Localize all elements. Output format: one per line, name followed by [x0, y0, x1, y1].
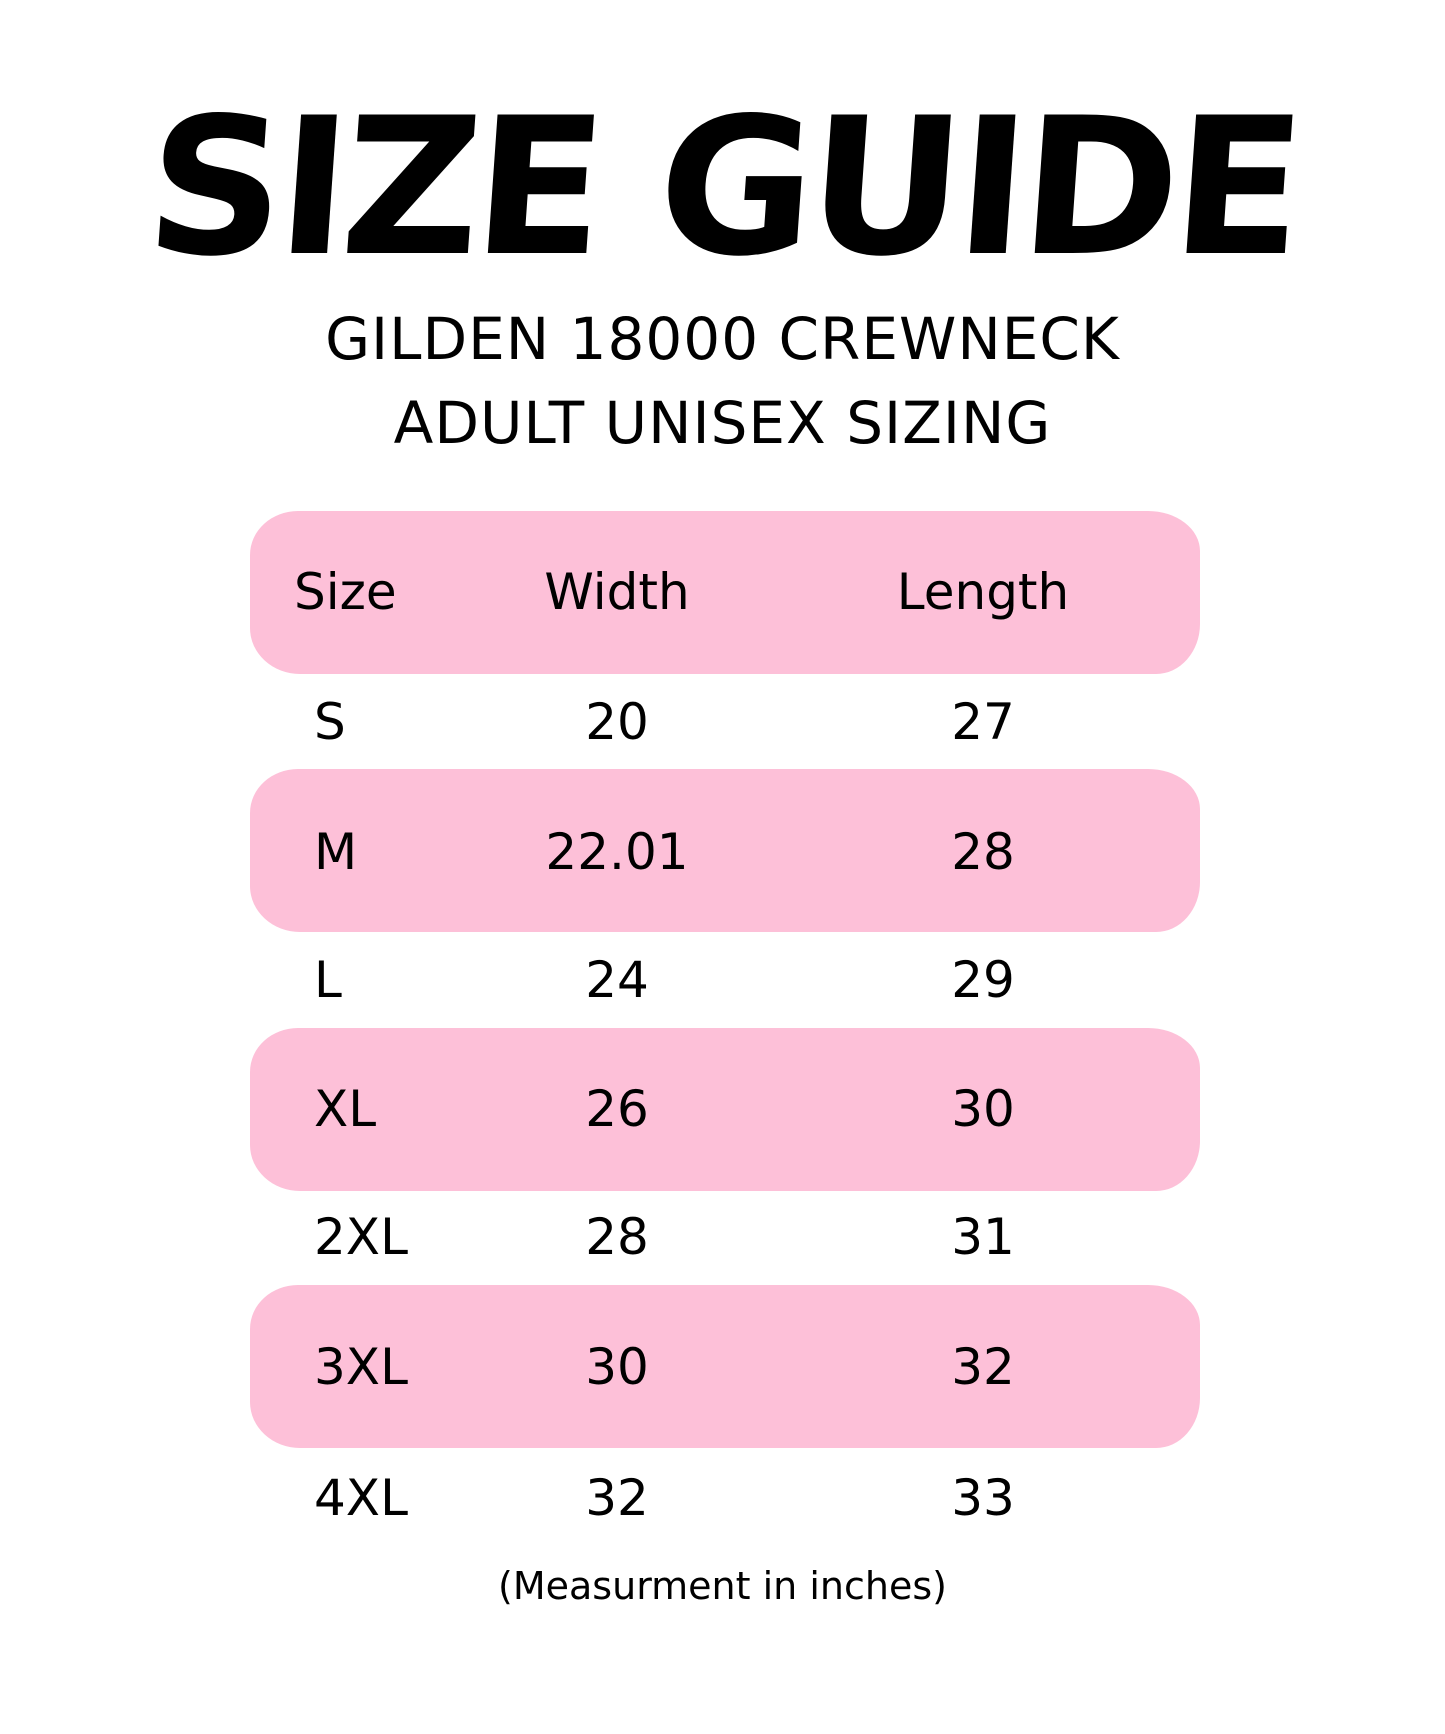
cell-size: 4XL — [314, 1469, 408, 1527]
footnote: (Measurment in inches) — [498, 1564, 947, 1608]
cell-length: 32 — [951, 1338, 1015, 1396]
subtitle-line-2: ADULT UNISEX SIZING — [393, 389, 1052, 457]
cell-width: 24 — [585, 951, 649, 1009]
cell-length: 33 — [951, 1469, 1015, 1527]
cell-length: 30 — [951, 1080, 1015, 1138]
cell-length: 31 — [951, 1208, 1015, 1266]
cell-width: 32 — [585, 1469, 649, 1527]
page-title: SIZE GUIDE — [139, 77, 1306, 298]
cell-width: 28 — [585, 1208, 649, 1266]
row-band — [250, 769, 1200, 932]
cell-length: 28 — [951, 823, 1015, 881]
row-band — [250, 1285, 1200, 1448]
cell-width: 20 — [585, 693, 649, 751]
cell-width: 26 — [585, 1080, 649, 1138]
header-size: Size — [294, 563, 397, 621]
cell-size: XL — [314, 1080, 377, 1138]
cell-size: S — [314, 693, 346, 751]
header-band — [250, 511, 1200, 674]
cell-length: 27 — [951, 693, 1015, 751]
subtitle-line-1: GILDEN 18000 CREWNECK — [325, 305, 1120, 373]
cell-size: M — [314, 823, 358, 881]
cell-size: L — [314, 951, 342, 1009]
cell-width: 30 — [585, 1338, 649, 1396]
cell-size: 3XL — [314, 1338, 408, 1396]
cell-width: 22.01 — [545, 823, 689, 881]
header-length: Length — [896, 563, 1070, 621]
cell-size: 2XL — [314, 1208, 408, 1266]
row-band — [250, 1028, 1200, 1191]
cell-length: 29 — [951, 951, 1015, 1009]
header-width: Width — [544, 563, 690, 621]
